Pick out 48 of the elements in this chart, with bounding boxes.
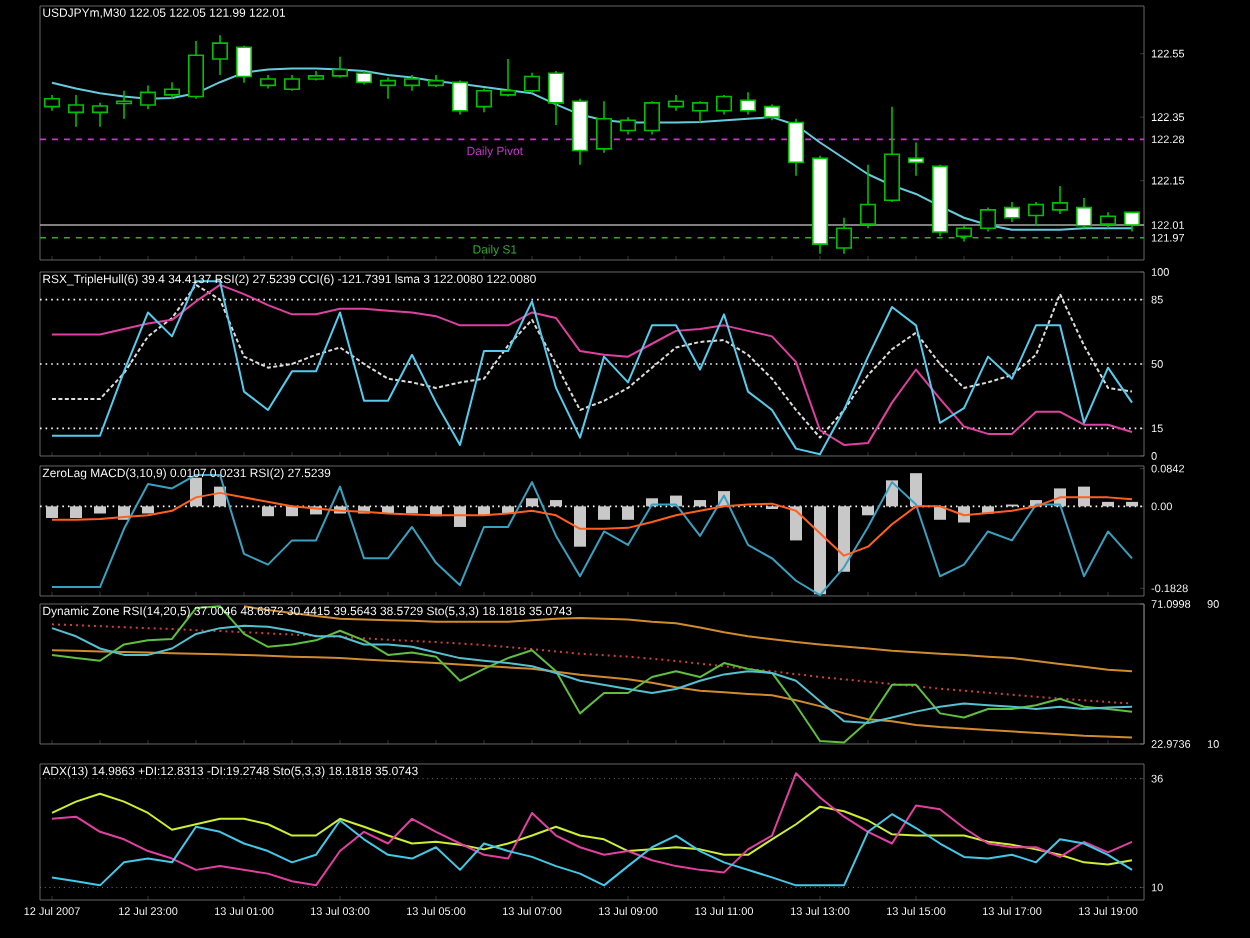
candlestick: [980, 206, 997, 233]
bar: [526, 498, 539, 507]
candlestick: [236, 44, 252, 84]
bar: [598, 506, 611, 520]
candlestick: [596, 100, 612, 154]
bar: [94, 506, 106, 514]
candlestick: [644, 100, 661, 136]
candlestick: [740, 91, 757, 116]
bar: [262, 506, 274, 517]
bar: [862, 506, 875, 516]
candlestick: [1124, 211, 1141, 233]
candlestick: [692, 100, 709, 124]
candlestick: [380, 76, 396, 100]
candlestick: [500, 58, 516, 98]
bar: [910, 473, 923, 507]
bar: [838, 506, 851, 572]
candlestick: [908, 141, 925, 177]
candlestick: [836, 216, 853, 255]
candlestick: [1076, 197, 1093, 230]
candlestick: [140, 84, 156, 110]
bar: [454, 506, 467, 527]
candlestick: [1004, 201, 1021, 223]
bar: [46, 506, 58, 518]
bar: [550, 500, 563, 507]
candlestick: [548, 70, 564, 126]
bar: [574, 506, 587, 547]
bar: [190, 477, 202, 507]
candlestick: [1052, 185, 1069, 215]
candlestick: [788, 117, 805, 177]
candlestick: [452, 79, 468, 116]
bar: [694, 500, 707, 507]
candlestick: [1028, 201, 1045, 227]
candlestick: [92, 102, 108, 128]
candlestick: [884, 105, 901, 203]
bar: [142, 506, 154, 514]
candlestick: [716, 94, 733, 116]
candlestick: [68, 94, 84, 128]
candlestick: [212, 34, 228, 76]
candlestick: [188, 40, 204, 100]
candlestick: [116, 89, 132, 120]
candlestick: [476, 87, 492, 114]
bar: [406, 506, 419, 514]
bar: [70, 506, 82, 518]
bar: [622, 506, 635, 520]
bar: [790, 506, 803, 541]
candlestick: [860, 163, 877, 230]
bar: [814, 506, 827, 595]
candlestick: [524, 71, 540, 95]
